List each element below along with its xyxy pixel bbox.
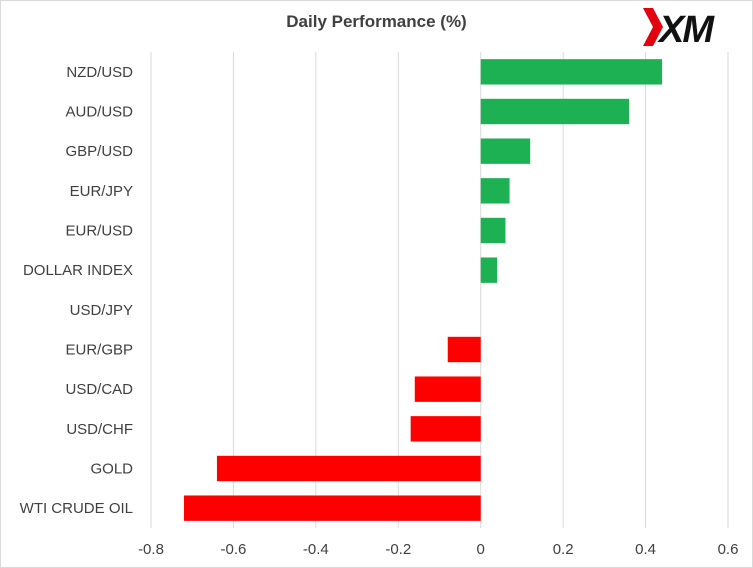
bar-wti-crude-oil	[183, 495, 481, 521]
category-label: EUR/USD	[65, 223, 133, 240]
x-tick-label: -0.6	[220, 541, 246, 558]
x-tick-label: 0.6	[718, 541, 739, 558]
category-label: USD/CHF	[66, 421, 133, 438]
bar-aud-usd	[480, 98, 630, 125]
x-tick-label: 0.4	[635, 541, 656, 558]
gridlines	[150, 52, 729, 528]
x-tick-label: -0.8	[138, 541, 164, 558]
bar-eur-jpy	[480, 178, 510, 204]
bar-usd-chf	[410, 416, 481, 442]
category-label: GBP/USD	[65, 143, 133, 160]
xm-logo-text: XM	[657, 9, 715, 48]
category-label: AUD/USD	[65, 104, 133, 121]
category-label: DOLLAR INDEX	[23, 262, 133, 279]
category-label: GOLD	[90, 461, 133, 478]
category-label: EUR/JPY	[70, 183, 133, 200]
chart-title: Daily Performance (%)	[286, 12, 467, 31]
category-labels: NZD/USD AUD/USD GBP/USD EUR/JPY EUR/USD DOLLA…	[20, 64, 134, 517]
bars	[183, 59, 663, 521]
bar-dollar-index	[480, 257, 498, 283]
bar-usd-cad	[414, 376, 481, 402]
bar-eur-gbp	[447, 336, 481, 363]
category-label: NZD/USD	[66, 64, 133, 81]
category-label: EUR/GBP	[65, 342, 133, 359]
category-label: WTI CRUDE OIL	[20, 500, 133, 517]
bar-eur-usd	[480, 217, 506, 244]
bar-nzd-usd	[480, 59, 663, 85]
xm-logo-red-mark	[643, 8, 663, 46]
category-label: USD/CAD	[65, 381, 133, 398]
xm-logo: XM	[643, 8, 717, 48]
x-tick-labels: -0.8 -0.6 -0.4 -0.2 0 0.2 0.4 0.6	[138, 541, 738, 558]
x-tick-label: 0.2	[553, 541, 574, 558]
x-tick-label: -0.2	[385, 541, 411, 558]
x-tick-label: -0.4	[303, 541, 329, 558]
category-label: USD/JPY	[70, 302, 133, 319]
bar-gold	[216, 455, 481, 482]
x-tick-label: 0	[477, 541, 485, 558]
bar-gbp-usd	[480, 138, 531, 164]
